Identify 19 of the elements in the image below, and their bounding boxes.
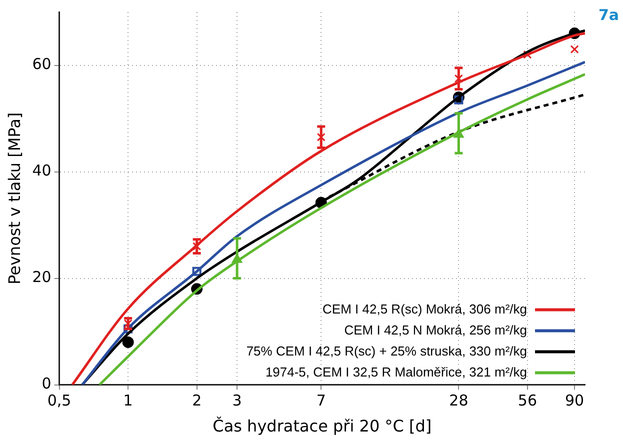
x-tick-label: 2 bbox=[192, 392, 202, 410]
x-tick-label: 1 bbox=[123, 392, 133, 410]
y-tick-label: 40 bbox=[32, 162, 52, 180]
y-axis-title: Pevnost v tlaku [MPa] bbox=[4, 112, 24, 284]
y-tick-label: 0 bbox=[42, 374, 52, 393]
legend-label: CEM I 42,5 R(sc) Mokrá, 306 m²/kg bbox=[322, 301, 527, 316]
legend-label: 75% CEM I 42,5 R(sc) + 25% struska, 330 m²/kg bbox=[246, 343, 527, 358]
legend-label: 1974-5, CEM I 32,5 R Maloměřice, 321 m²/kg bbox=[265, 364, 527, 380]
text: 7a bbox=[598, 6, 619, 24]
x-axis-title: Čas hydratace při 20 °C [d] bbox=[212, 416, 432, 436]
x-tick-label: 7 bbox=[316, 392, 326, 410]
x-tick-label: 0,5 bbox=[47, 392, 72, 410]
y-tick-label: 20 bbox=[32, 268, 52, 286]
legend-label: CEM I 42,5 N Mokrá, 256 m²/kg bbox=[344, 322, 527, 338]
x-tick-label: 28 bbox=[449, 392, 468, 410]
x-tick-label: 56 bbox=[518, 392, 538, 410]
y-tick-label: 60 bbox=[32, 55, 52, 74]
x-tick-label: 3 bbox=[232, 392, 242, 410]
x-tick-label: 90 bbox=[565, 392, 584, 410]
